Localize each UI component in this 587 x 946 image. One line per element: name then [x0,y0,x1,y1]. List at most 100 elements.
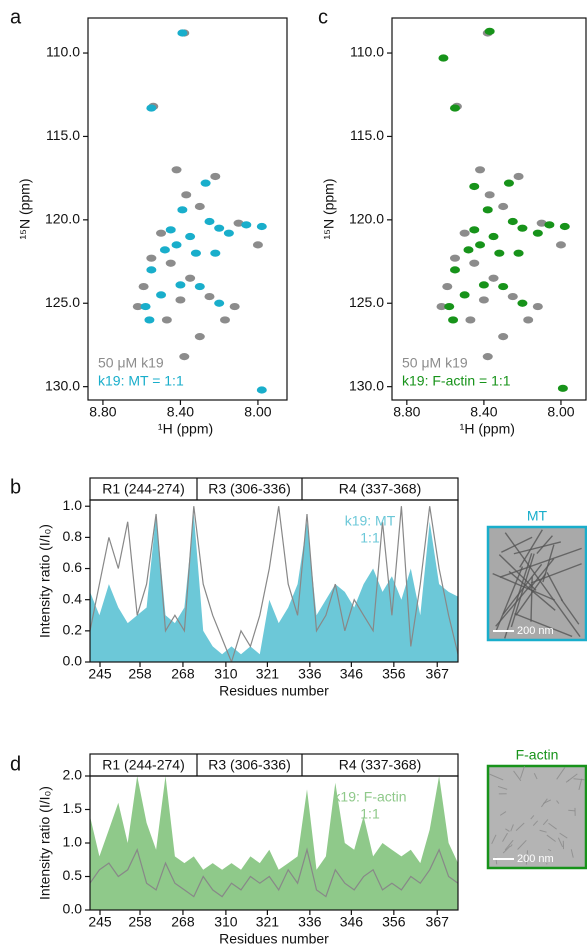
legend-entry: k19: MT = 1:1 [98,373,184,389]
filament [548,822,557,830]
peak [448,316,459,324]
peak [144,316,155,324]
peak [156,291,167,299]
peak [219,316,230,324]
x-tick-label: 8.00 [547,404,574,420]
peak [498,202,509,211]
peak [507,217,518,226]
peak [159,246,170,254]
peak [190,249,201,257]
x-tick-label: 8.40 [470,404,497,420]
filament [556,767,566,780]
area [90,514,458,662]
peak [214,299,225,307]
y-tick-label: 0.5 [63,867,83,883]
peak [165,226,176,234]
peak [449,266,460,274]
peak [194,333,205,341]
panel-label: b [10,476,21,498]
x-tick-label: 310 [214,666,238,682]
peak [233,219,244,227]
filament [508,570,556,611]
x-tick-label: 258 [128,666,152,682]
peak [146,254,157,262]
peak [517,224,528,232]
region-label: R1 (244-274) [102,481,185,497]
peak [484,191,495,199]
peak [488,274,499,282]
y-tick-label: 1.0 [63,497,83,513]
x-axis-title: Residues number [219,683,329,699]
plot-frame [87,17,288,401]
peak [256,222,267,231]
peak [475,166,486,174]
x-tick-label: 346 [340,666,364,682]
peak [132,302,143,311]
peak [177,206,188,214]
filament [517,839,527,850]
filament [536,535,553,555]
y-tick-label: 125.0 [349,294,384,310]
panel-label: d [10,753,21,775]
filament [519,765,525,779]
filament [530,576,533,622]
peak [478,281,489,289]
peak [146,266,157,274]
peak [171,241,182,249]
peak [229,302,240,311]
peak [214,224,225,232]
y-tick-label: 130.0 [45,377,80,393]
x-tick-label: 268 [171,914,195,930]
peak [449,104,460,112]
peak [210,249,221,257]
filament [568,809,576,812]
filament [499,811,507,816]
peak [536,219,547,227]
filament [519,529,543,568]
filament [547,848,552,852]
peak [494,249,505,257]
peak [140,302,151,311]
peak [200,179,211,187]
legend-entry: 50 μM k19 [402,355,468,371]
peak [465,316,476,324]
peak [559,222,570,231]
x-tick-label: 245 [88,914,112,930]
peak [482,206,493,214]
peak [482,353,493,361]
filament [498,554,537,591]
scale-bar-label: 200 nm [517,853,554,865]
peak [459,229,470,237]
annotation: k19: F-actin [333,789,406,805]
peak [436,302,447,311]
x-tick-label: 367 [426,666,450,682]
x-tick-label: 367 [426,914,450,930]
peak [517,299,528,307]
plot-frame [89,499,459,663]
filament [557,837,564,848]
region-label: R4 (337-368) [339,757,422,773]
peak [488,232,499,241]
peak [498,333,509,341]
peak [252,241,263,249]
y-tick-label: 0.2 [63,622,83,638]
peak [532,229,543,237]
legend-entry: k19: F-actin = 1:1 [402,373,511,389]
peak [469,259,480,267]
peak [223,229,234,237]
region-label: R4 (337-368) [339,481,422,497]
peak [210,172,221,181]
x-tick-label: 336 [298,914,322,930]
peak [513,249,524,257]
annotation: 1:1 [360,806,380,822]
filament [492,572,556,601]
y-tick-label: 120.0 [45,211,80,227]
filament [546,572,563,602]
peak [484,27,495,35]
filament [495,566,524,632]
filament [556,800,560,804]
peak [557,384,568,392]
filament [546,834,556,842]
micrograph [486,764,587,870]
